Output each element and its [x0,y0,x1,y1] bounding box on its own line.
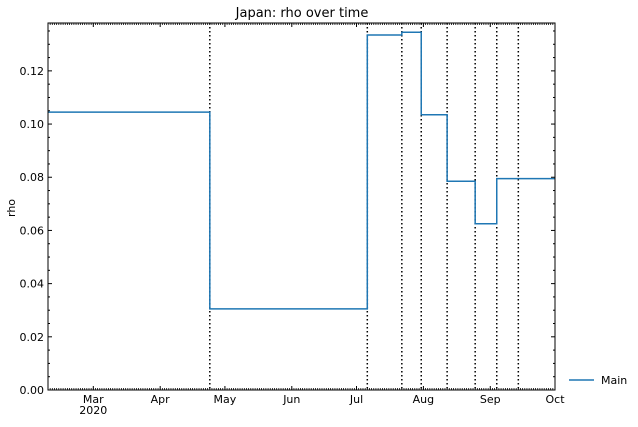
x-tick-sublabel: 2020 [79,404,107,417]
x-tick-label: Apr [151,393,171,406]
x-tick-label: Oct [545,393,565,406]
legend-label: Main [601,374,627,387]
y-tick-label: 0.02 [20,331,45,344]
x-tick-label: Mar [83,393,104,406]
x-tick-label: Aug [413,393,434,406]
chart-title: Japan: rho over time [235,6,369,21]
y-tick-label: 0.10 [20,118,45,131]
x-tick-label: Jul [349,393,363,406]
series-line [48,31,555,310]
x-tick-label: May [214,393,237,406]
legend: Main [569,374,627,387]
y-tick-label: 0.08 [20,171,45,184]
plot-frame [47,22,556,391]
x-tick-label: Jun [282,393,300,406]
y-tick-label: 0.00 [20,384,45,397]
y-tick-label: 0.06 [20,224,45,237]
y-axis-label: rho [5,199,18,217]
y-tick-label: 0.12 [20,65,45,78]
y-tick-label: 0.04 [20,278,45,291]
x-tick-label: Sep [480,393,501,406]
